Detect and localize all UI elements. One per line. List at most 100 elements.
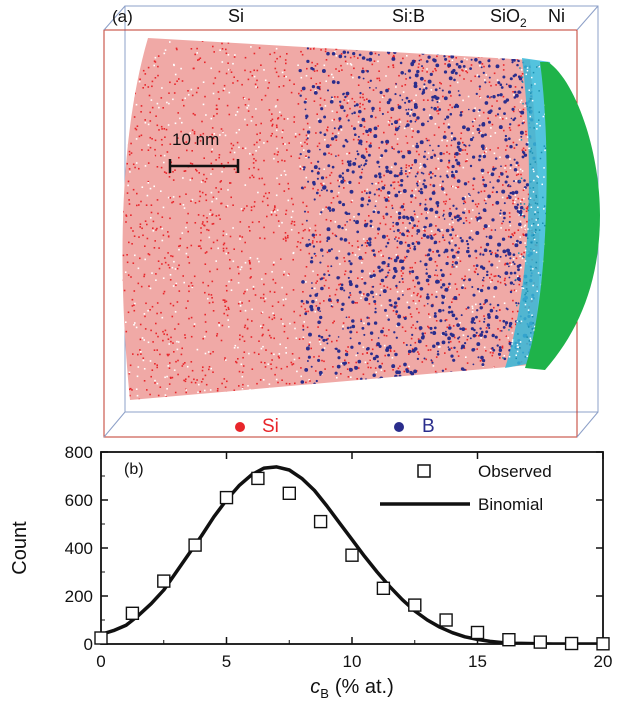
si-atom <box>340 53 343 55</box>
b-atom <box>398 215 402 220</box>
sio2-atom <box>511 340 514 343</box>
si-atom <box>126 90 129 92</box>
si-atom <box>428 173 430 176</box>
b-atom <box>356 152 360 156</box>
b-atom <box>459 236 462 240</box>
b-atom <box>515 380 519 383</box>
b-atom <box>519 205 524 210</box>
sio2-atom <box>521 170 524 172</box>
si-atom <box>395 379 398 381</box>
si-atom <box>397 104 400 106</box>
b-atom <box>346 220 348 223</box>
si-atom <box>238 129 240 131</box>
si-atom <box>144 84 146 86</box>
si-atom <box>403 50 406 53</box>
si-atom <box>393 148 395 150</box>
si-atom <box>490 348 493 350</box>
si-atom <box>440 40 442 43</box>
si-atom <box>164 49 167 51</box>
b-atom <box>422 88 426 92</box>
si-atom <box>435 167 437 170</box>
si-atom <box>226 104 229 107</box>
si-atom <box>193 275 196 278</box>
b-atom <box>422 233 427 238</box>
si-atom <box>437 106 439 108</box>
observed-point <box>251 471 265 486</box>
si-atom <box>293 358 296 361</box>
si-atom <box>412 300 415 302</box>
b-atom <box>454 243 457 247</box>
si-atom <box>372 38 374 40</box>
si-atom <box>224 305 227 307</box>
si-atom <box>252 285 255 288</box>
sio2-atom <box>545 212 547 215</box>
b-atom <box>407 349 412 354</box>
si-atom <box>378 77 380 80</box>
si-atom <box>219 181 222 183</box>
b-atom <box>395 256 400 260</box>
si-atom <box>362 103 364 106</box>
si-atom <box>297 241 299 243</box>
si-atom <box>198 58 200 61</box>
si-atom <box>322 38 324 39</box>
si-atom <box>157 55 160 57</box>
b-atom <box>378 175 382 179</box>
si-atom <box>292 203 294 206</box>
sio2-atom <box>532 168 534 171</box>
si-atom <box>135 128 138 131</box>
si-atom <box>517 197 520 200</box>
si-atom <box>312 187 314 190</box>
sio2-atom <box>537 272 540 274</box>
si-atom <box>366 390 369 392</box>
sio2-atom <box>527 228 529 230</box>
si-atom <box>263 195 265 198</box>
b-atom <box>329 99 334 104</box>
si-atom <box>340 373 342 375</box>
si-atom <box>177 323 180 325</box>
si-atom <box>521 73 524 75</box>
b-atom <box>387 353 390 357</box>
si-atom <box>523 38 525 39</box>
si-atom <box>491 354 494 357</box>
si-atom <box>322 208 324 211</box>
sio2-atom <box>539 125 541 127</box>
si-atom <box>383 334 386 337</box>
si-atom <box>136 375 139 378</box>
b-atom <box>448 76 453 81</box>
b-atom <box>447 63 452 68</box>
si-atom <box>438 346 440 348</box>
si-atom <box>199 134 202 136</box>
si-atom <box>126 192 129 194</box>
si-atom <box>174 122 177 125</box>
b-atom <box>476 273 479 276</box>
b-atom <box>469 164 473 168</box>
si-atom <box>282 304 285 307</box>
si-atom <box>181 80 184 82</box>
si-atom <box>275 124 278 127</box>
b-atom <box>478 158 481 162</box>
si-atom <box>158 129 160 131</box>
si-atom <box>345 46 348 49</box>
sio2-atom <box>542 222 544 224</box>
si-atom <box>324 48 327 50</box>
si-atom <box>256 257 259 260</box>
b-atom <box>416 357 420 361</box>
si-atom <box>156 349 158 351</box>
si-atom <box>517 229 520 231</box>
b-atom <box>459 113 463 117</box>
si-atom <box>178 248 180 251</box>
b-atom <box>516 239 519 243</box>
sio2-atom <box>526 355 528 357</box>
si-atom <box>409 266 412 269</box>
sio2-atom <box>517 275 519 277</box>
si-atom <box>288 383 291 385</box>
b-atom <box>400 183 403 187</box>
si-atom <box>211 297 213 299</box>
si-atom <box>261 278 263 280</box>
si-atom <box>410 110 412 113</box>
si-atom <box>169 362 171 364</box>
b-atom <box>439 319 443 323</box>
si-atom <box>465 369 467 371</box>
si-atom <box>316 145 319 148</box>
si-atom <box>275 366 278 369</box>
